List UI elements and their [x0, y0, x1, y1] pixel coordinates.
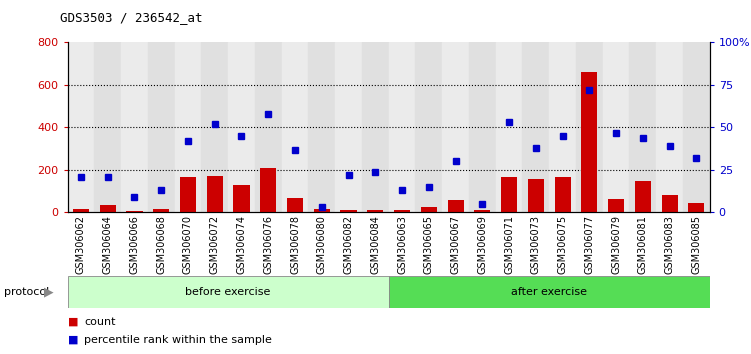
Bar — [608, 199, 624, 212]
Bar — [153, 209, 169, 212]
Bar — [362, 42, 389, 212]
Bar — [68, 42, 95, 212]
Text: count: count — [84, 317, 116, 327]
Bar — [255, 42, 282, 212]
Bar — [581, 72, 597, 212]
Bar — [475, 210, 490, 212]
Text: protocol: protocol — [4, 287, 49, 297]
Bar — [389, 276, 710, 308]
Bar — [662, 195, 677, 212]
Text: ■: ■ — [68, 335, 78, 345]
Text: before exercise: before exercise — [185, 287, 271, 297]
Bar — [442, 42, 469, 212]
Bar — [415, 42, 442, 212]
Bar — [340, 210, 357, 212]
Bar — [496, 42, 523, 212]
Text: after exercise: after exercise — [511, 287, 587, 297]
Bar — [121, 42, 148, 212]
Bar — [421, 207, 437, 212]
Bar — [180, 177, 196, 212]
Bar — [635, 181, 651, 212]
Bar — [394, 210, 410, 212]
Bar — [469, 42, 496, 212]
Bar — [549, 42, 576, 212]
Bar — [523, 42, 549, 212]
Bar — [314, 209, 330, 212]
Bar — [448, 200, 463, 212]
Bar — [100, 205, 116, 212]
Bar — [261, 168, 276, 212]
Bar — [688, 203, 704, 212]
Bar — [683, 42, 710, 212]
Bar — [73, 209, 89, 212]
Bar — [528, 179, 544, 212]
Bar — [234, 185, 249, 212]
Bar — [389, 42, 415, 212]
Bar — [148, 42, 174, 212]
Bar — [335, 42, 362, 212]
Bar — [554, 177, 571, 212]
Bar — [367, 210, 383, 212]
Text: ▶: ▶ — [44, 286, 53, 298]
Bar — [282, 42, 309, 212]
Bar — [68, 276, 389, 308]
Bar — [602, 42, 629, 212]
Text: percentile rank within the sample: percentile rank within the sample — [84, 335, 272, 345]
Bar — [95, 42, 121, 212]
Bar — [501, 177, 517, 212]
Bar — [576, 42, 602, 212]
Bar — [126, 211, 143, 212]
Bar — [309, 42, 335, 212]
Bar — [228, 42, 255, 212]
Bar — [629, 42, 656, 212]
Text: ■: ■ — [68, 317, 78, 327]
Bar — [656, 42, 683, 212]
Bar — [207, 176, 223, 212]
Bar — [201, 42, 228, 212]
Text: GDS3503 / 236542_at: GDS3503 / 236542_at — [60, 11, 203, 24]
Bar — [287, 198, 303, 212]
Bar — [174, 42, 201, 212]
